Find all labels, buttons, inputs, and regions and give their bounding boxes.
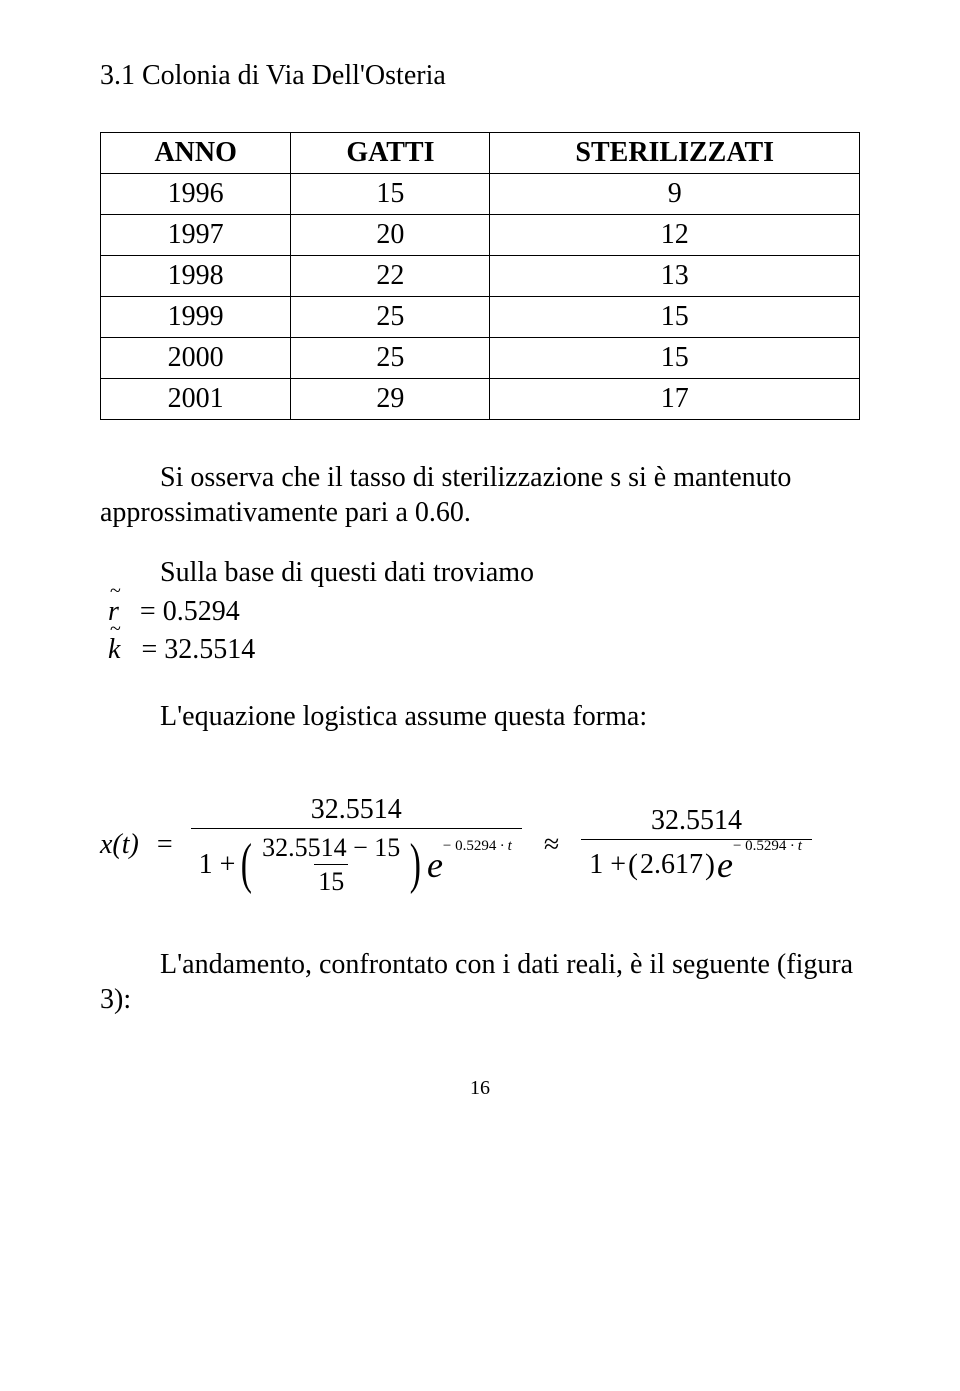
table-header: GATTI [291, 133, 490, 174]
table-header: ANNO [101, 133, 291, 174]
table-cell: 15 [291, 174, 490, 215]
numerator-2: 32.5514 [643, 805, 750, 839]
right-paren-small: ) [705, 848, 715, 882]
k-tilde-symbol: ~ k [108, 631, 120, 669]
table-cell: 2001 [101, 379, 291, 420]
table-header-row: ANNO GATTI STERILIZZATI [101, 133, 860, 174]
paragraph: Sulla base di questi dati troviamo [100, 555, 860, 590]
e-term-1: e [427, 844, 443, 886]
equation-block: x(t) = 32.5514 1 + ( 32.5514 − 15 15 ) e… [100, 794, 860, 897]
table-cell: 13 [490, 256, 860, 297]
table-row: 19992515 [101, 297, 860, 338]
right-paren-icon: ) [410, 839, 421, 889]
table-cell: 2000 [101, 338, 291, 379]
table-cell: 22 [291, 256, 490, 297]
left-paren-small: ( [628, 848, 638, 882]
equals-sign: = [157, 829, 173, 861]
e-term-2: e [717, 844, 733, 886]
table-cell: 15 [490, 297, 860, 338]
page-number: 16 [100, 1077, 860, 1100]
table-cell: 20 [291, 215, 490, 256]
paragraph: L'equazione logistica assume questa form… [100, 699, 860, 734]
table-header: STERILIZZATI [490, 133, 860, 174]
den-value-2: 2.617 [640, 849, 703, 881]
exponent-2: − 0.5294 · t [733, 838, 802, 855]
table-row: 20012917 [101, 379, 860, 420]
fraction-1: 32.5514 1 + ( 32.5514 − 15 15 ) e− 0.529… [191, 794, 522, 897]
table-cell: 1999 [101, 297, 291, 338]
table-cell: 25 [291, 338, 490, 379]
table-row: 19972012 [101, 215, 860, 256]
table-cell: 1997 [101, 215, 291, 256]
inner-numerator: 32.5514 − 15 [258, 833, 404, 864]
logistic-equation: x(t) = 32.5514 1 + ( 32.5514 − 15 15 ) e… [100, 794, 860, 897]
tilde-accent: ~ [110, 616, 121, 643]
table-cell: 17 [490, 379, 860, 420]
table-cell: 9 [490, 174, 860, 215]
table-row: 20002515 [101, 338, 860, 379]
paragraph: L'andamento, confrontato con i dati real… [100, 947, 860, 1017]
fraction-2: 32.5514 1 + (2.617) e− 0.5294 · t [581, 805, 812, 886]
paragraph: Si osserva che il tasso di sterilizzazio… [100, 460, 860, 530]
den-prefix-2: 1 + [589, 849, 626, 881]
approx-sign: ≈ [544, 829, 559, 861]
numerator-1: 32.5514 [303, 794, 410, 828]
data-table: ANNO GATTI STERILIZZATI 1996159199720121… [100, 132, 860, 420]
inner-fraction: 32.5514 − 15 15 [258, 833, 404, 897]
table-cell: 12 [490, 215, 860, 256]
inner-denominator: 15 [314, 864, 348, 897]
denominator-1: 1 + ( 32.5514 − 15 15 ) e− 0.5294 · t [191, 828, 522, 897]
exponent-1: − 0.5294 · t [443, 838, 512, 855]
equation-lhs: x(t) [100, 829, 139, 861]
r-value: = 0.5294 [140, 596, 240, 627]
param-line-k: ~ k = 32.5514 [100, 631, 860, 669]
table-row: 19982213 [101, 256, 860, 297]
table-cell: 1998 [101, 256, 291, 297]
tilde-accent: ~ [110, 578, 121, 605]
table-cell: 29 [291, 379, 490, 420]
param-line-r: ~ r = 0.5294 [100, 593, 860, 631]
section-heading: 3.1 Colonia di Via Dell'Osteria [100, 60, 860, 92]
left-paren-icon: ( [241, 839, 252, 889]
k-value: = 32.5514 [141, 634, 255, 665]
parameters-block: Sulla base di questi dati troviamo ~ r =… [100, 555, 860, 669]
table-cell: 1996 [101, 174, 291, 215]
table-cell: 15 [490, 338, 860, 379]
denominator-2: 1 + (2.617) e− 0.5294 · t [581, 839, 812, 886]
table-row: 1996159 [101, 174, 860, 215]
den-prefix-1: 1 + [199, 849, 236, 881]
table-cell: 25 [291, 297, 490, 338]
